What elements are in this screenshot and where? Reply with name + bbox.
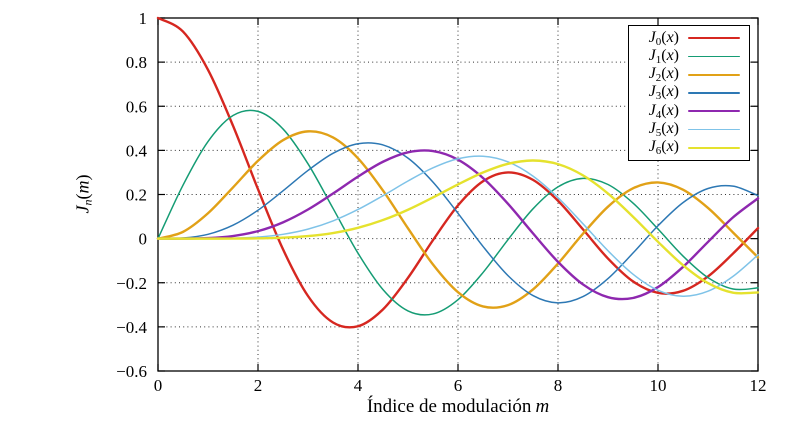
legend-entry: J2(x) — [633, 65, 740, 85]
legend-line-sample — [688, 110, 740, 113]
series-curve-J3x — [157, 142, 759, 304]
x-axis-label-var: m — [535, 396, 550, 417]
y-tick-label: −0.6 — [116, 362, 147, 381]
y-tick-label: 0.2 — [126, 186, 147, 205]
y-tick-label: −0.4 — [116, 318, 147, 337]
legend-label: J3(x) — [648, 83, 679, 103]
legend-label: J2(x) — [648, 65, 679, 85]
x-tick-label: 12 — [750, 376, 767, 395]
x-tick-label: 2 — [254, 376, 263, 395]
series-curve-J6x — [156, 159, 760, 295]
x-tick-label: 10 — [650, 376, 667, 395]
x-tick-label: 6 — [454, 376, 463, 395]
x-axis-label-text: Índice de modulación — [366, 396, 532, 417]
y-tick-label: −0.2 — [116, 274, 147, 293]
legend-entry: J1(x) — [633, 46, 740, 66]
legend-label: J6(x) — [648, 138, 679, 158]
legend-line-sample — [688, 92, 740, 94]
legend-label: J0(x) — [648, 28, 679, 48]
x-axis-label: Índice de modulación m — [367, 396, 549, 418]
y-axis-label: Jn(m) — [73, 175, 96, 214]
series-curve-J5x — [157, 155, 759, 297]
legend-entry: J3(x) — [633, 83, 740, 103]
x-tick-label: 8 — [554, 376, 563, 395]
x-tick-label: 4 — [354, 376, 363, 395]
y-tick-label: 0.4 — [126, 141, 148, 160]
legend-label: J5(x) — [648, 120, 679, 140]
legend-line-sample — [688, 73, 740, 76]
legend-entry: J4(x) — [633, 101, 740, 121]
legend-entry: J0(x) — [633, 28, 740, 48]
legend-line-sample — [688, 55, 740, 58]
y-axis-label-var: m — [72, 180, 93, 194]
y-axis-label-base: J — [72, 205, 93, 214]
legend: J0(x) J1(x) J2(x) J3(x) J4(x) J5(x) J6(x) — [628, 25, 750, 161]
legend-label: J1(x) — [648, 46, 679, 66]
series-curve-J1x — [157, 109, 759, 316]
series-curve-J4x — [156, 149, 760, 301]
legend-line-sample — [688, 36, 740, 40]
legend-label: J4(x) — [648, 101, 679, 121]
y-axis-label-close-paren: ) — [72, 174, 93, 181]
legend-entry: J6(x) — [633, 138, 740, 158]
y-tick-label: 0.8 — [126, 53, 147, 72]
y-axis-label-sub: n — [80, 199, 95, 206]
y-tick-label: 0 — [139, 230, 148, 249]
legend-line-sample — [688, 128, 740, 131]
y-tick-label: 1 — [139, 9, 148, 28]
legend-line-sample — [688, 146, 740, 150]
y-tick-label: 0.6 — [126, 97, 147, 116]
series-curve-J0x — [156, 16, 760, 329]
y-axis-label-open-paren: ( — [72, 193, 93, 200]
legend-entry: J5(x) — [633, 120, 740, 140]
series-curve-J2x — [156, 130, 760, 309]
x-tick-label: 0 — [154, 376, 163, 395]
